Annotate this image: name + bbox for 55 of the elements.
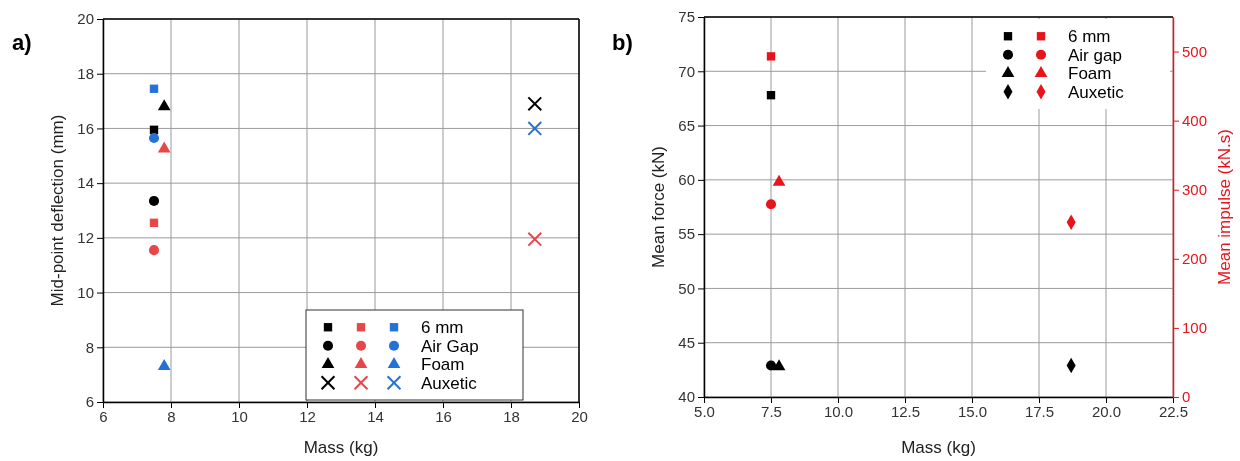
y-tick-label: 10 [77,283,94,301]
legend-label: Air gap [1068,45,1122,65]
y2-axis-title: Mean impulse (kN.s) [1215,129,1234,285]
point [766,52,776,61]
x-tick-label: 7.5 [761,402,782,420]
y2-tick-label: 200 [1182,250,1208,268]
x-tick-label: 18 [503,407,520,425]
x-axis-title: Mass (kg) [901,438,976,457]
x-tick-label: 17.5 [1024,402,1055,420]
y2-tick-label: 400 [1182,111,1208,129]
y-tick-label: 70 [678,62,695,80]
point [766,90,776,100]
x-tick-label: 10.0 [823,402,854,420]
x-tick-label: 16 [435,407,452,425]
y-axis-title: Mid-point deflection (mm) [48,114,67,307]
y-tick-label: 55 [678,225,695,243]
y-tick-label: 12 [77,229,94,247]
x-tick-label: 10 [231,407,248,425]
y-tick-label: 50 [678,279,695,297]
point [765,360,777,371]
y-tick-label: 65 [678,116,695,134]
y-tick-label: 45 [678,334,695,352]
legend-label: Auxetic [421,373,478,393]
y-tick-label: 20 [77,10,94,28]
x-tick-label: 6 [99,407,108,425]
x-tick-label: 20 [571,407,588,425]
y-axis-title: Mean force (kN) [649,146,668,268]
y-tick-label: 14 [77,174,94,192]
x-axis-title: Mass (kg) [303,438,379,457]
y-tick-label: 18 [77,65,94,83]
x-tick-label: 12 [299,407,316,425]
y-tick-label: 16 [77,119,94,137]
y-tick-label: 75 [678,8,695,26]
legend-label: Auxetic [1068,82,1125,102]
y2-tick-label: 300 [1182,181,1208,199]
point [772,359,786,371]
y-tick-label: 40 [678,388,695,406]
x-tick-label: 14 [367,407,384,425]
x-tick-label: 12.5 [890,402,921,420]
legend-label: 6 mm [1068,27,1111,47]
y2-tick-label: 500 [1182,42,1208,60]
legend-label: 6 mm [421,318,464,338]
y-tick-label: 8 [85,338,94,356]
y-tick-label: 60 [678,171,695,189]
point [765,199,777,210]
legend-label: Air Gap [421,336,479,356]
text: a) [12,30,32,55]
x-tick-label: 20.0 [1091,402,1122,420]
text: b) [612,30,633,55]
legend-label: Foam [1068,64,1112,84]
y2-tick-label: 100 [1182,319,1208,337]
legend-label: Foam [421,355,465,375]
x-tick-label: 8 [167,407,176,425]
x-tick-label: 15.0 [957,402,988,420]
x-tick-label: 5.0 [694,402,715,420]
